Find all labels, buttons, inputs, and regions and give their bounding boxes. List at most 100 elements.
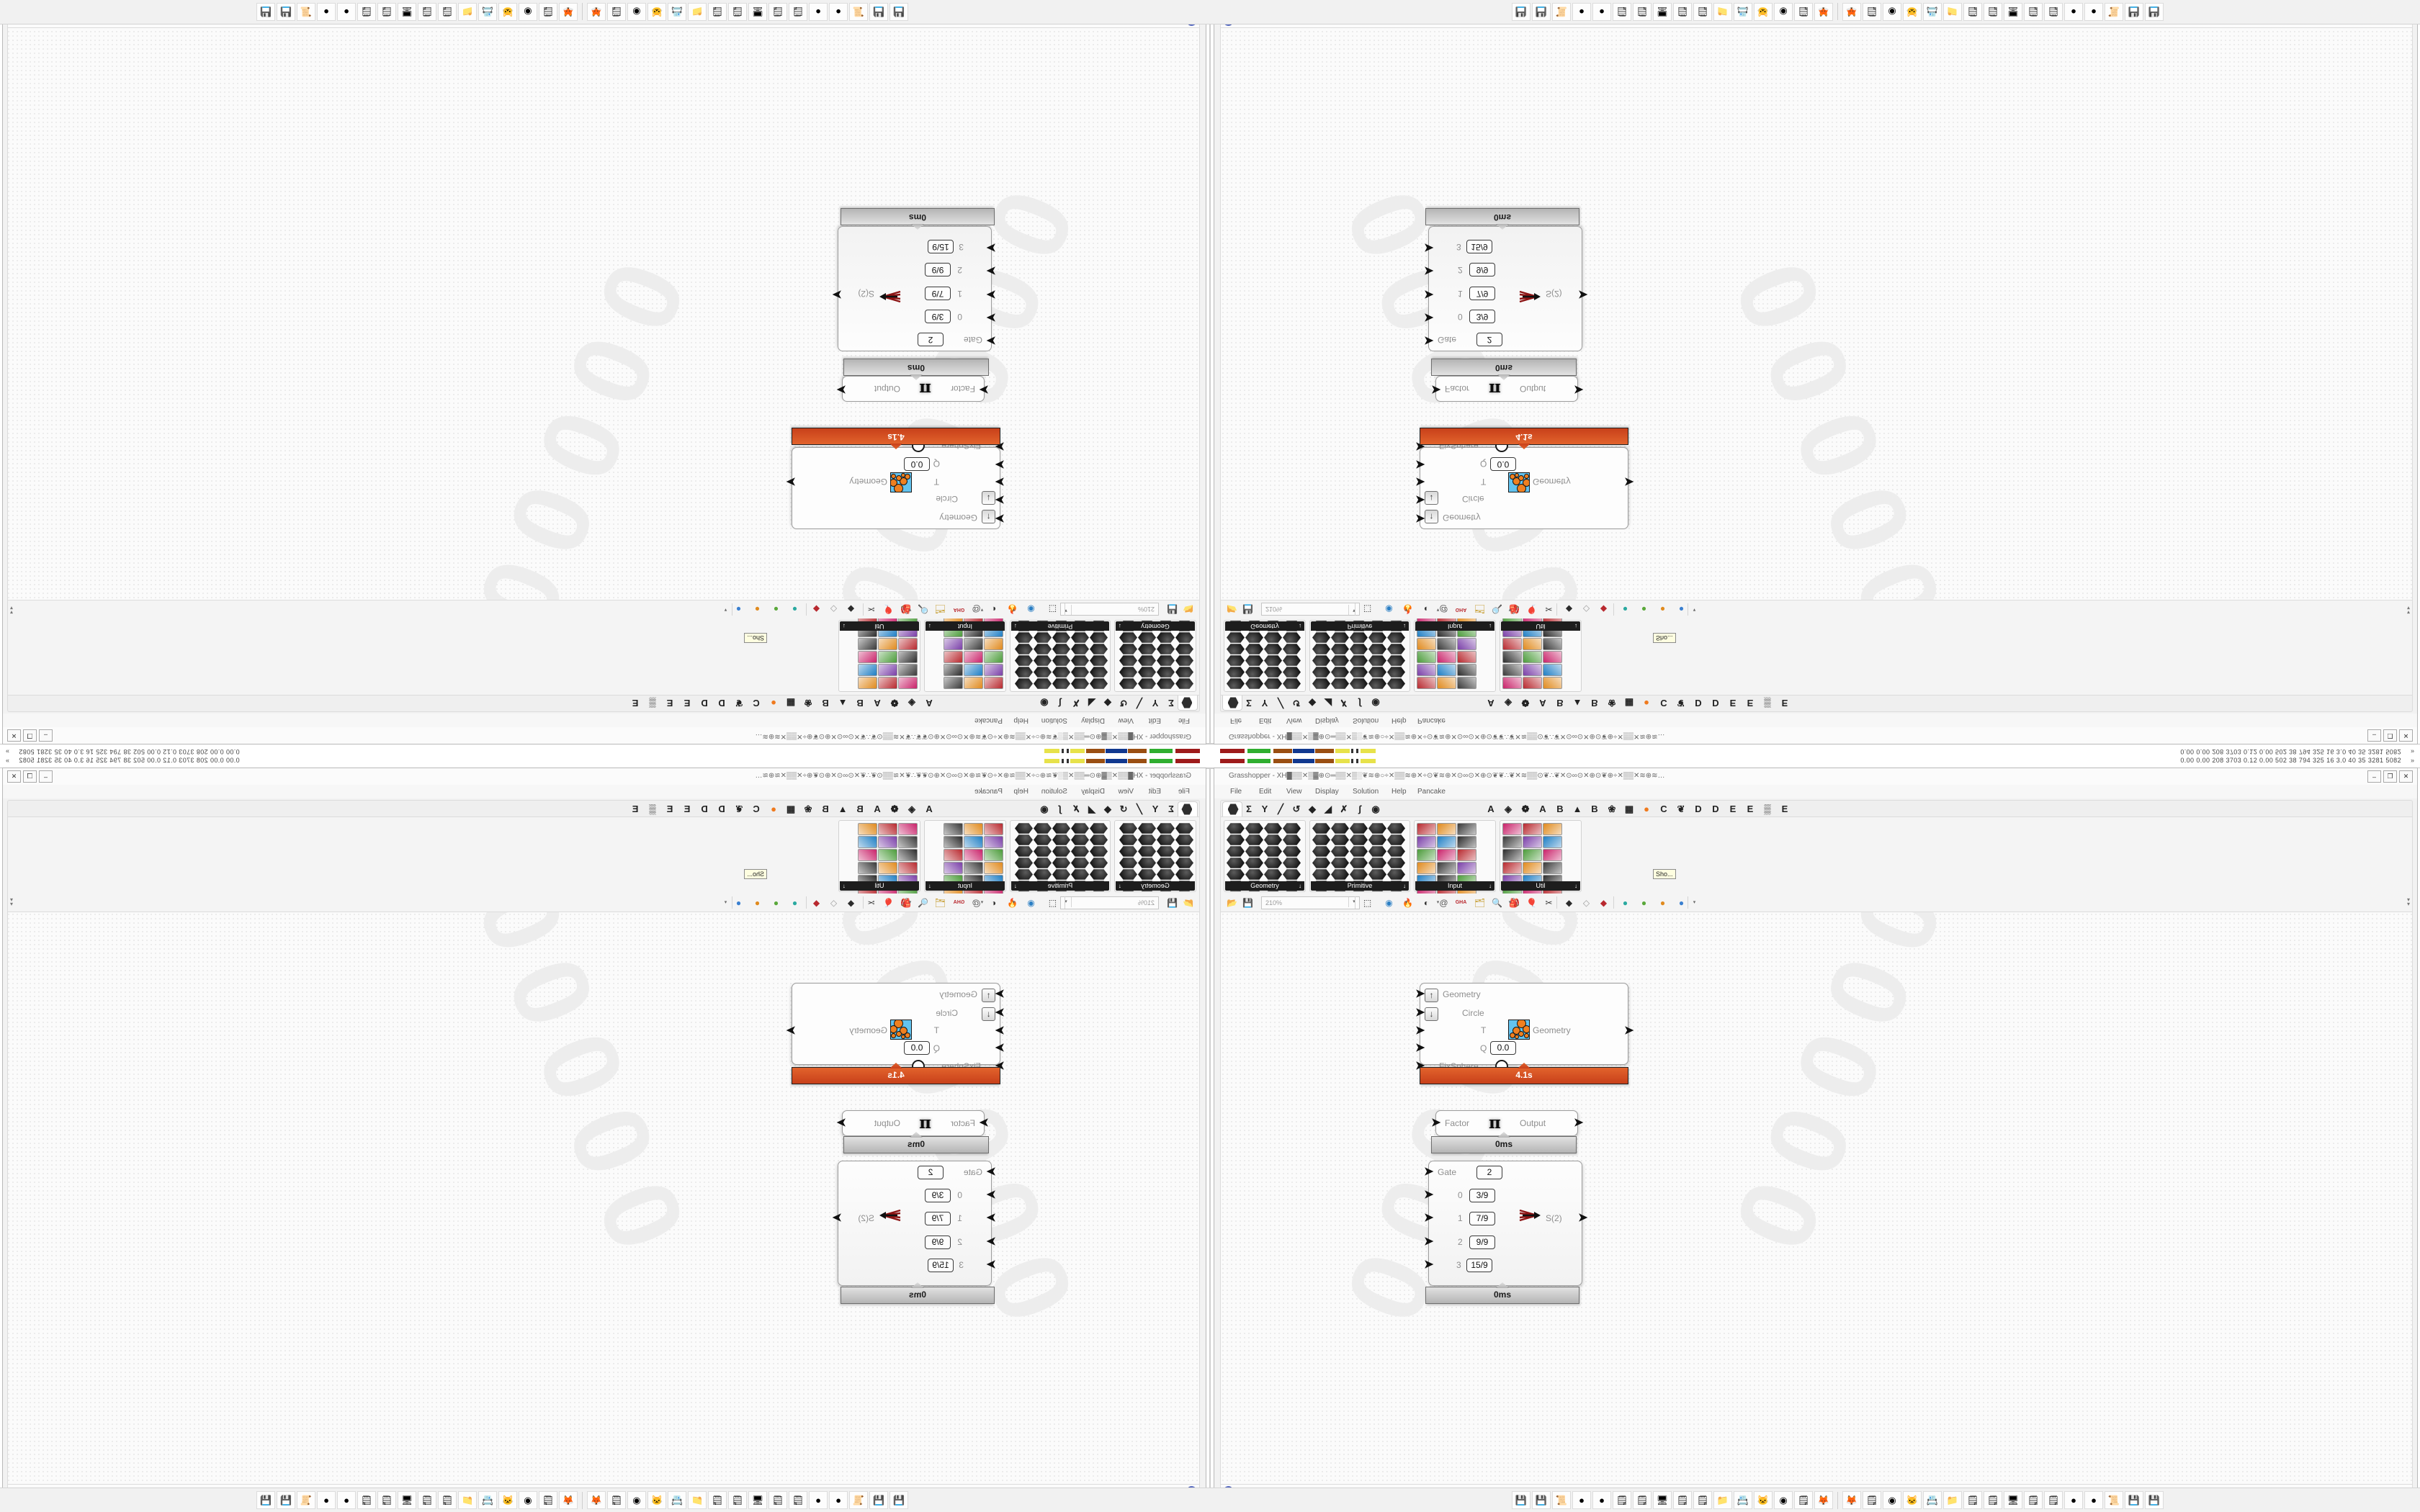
open-file-icon[interactable]: 📂 — [1183, 897, 1193, 908]
sequence-timer-capsule[interactable]: 0ms — [841, 1287, 995, 1304]
palette-icon[interactable] — [1090, 667, 1108, 678]
palette-icon[interactable] — [1543, 677, 1562, 689]
zoom-dropdown-icon[interactable]: ▾ — [1348, 897, 1359, 907]
input-grip-1[interactable]: ➤ — [995, 493, 1005, 505]
ribbon-tab-1[interactable]: Σ — [1168, 804, 1174, 814]
document-icon[interactable]: 🗂 — [1474, 897, 1486, 908]
menu-item-view[interactable]: View — [1118, 788, 1134, 796]
node-pi[interactable]: Factor π Output ➤ ➤ — [1431, 376, 1583, 402]
palette-icon[interactable] — [1312, 834, 1330, 845]
taskbar-item-save-64[interactable]: 💾 — [1532, 3, 1551, 21]
palette-icon[interactable] — [1437, 664, 1456, 676]
taskbar-item-contact-card[interactable]: 📇 — [668, 1491, 686, 1509]
grasshopper-title-bar[interactable]: Grasshopper - XH█▒▒✕▒▓⊕⊙═▒▒✕▒░❦≋⊕○÷✕▒▒≋⊕… — [3, 726, 1206, 744]
pancake-green-icon[interactable]: ● — [1641, 897, 1647, 908]
zoom-dropdown-icon[interactable]: ▾ — [1348, 605, 1359, 615]
pi-output-grip[interactable]: ➤ — [1574, 1117, 1584, 1129]
taskbar-item-firefox[interactable]: 🦊 — [1814, 1491, 1833, 1509]
pi-input-grip[interactable]: ➤ — [1431, 383, 1441, 395]
preview-flame-icon[interactable]: 🔥 — [1402, 897, 1413, 908]
palette-icon[interactable] — [1331, 869, 1349, 880]
palette-icon[interactable] — [1119, 644, 1137, 654]
scissors-wires-icon[interactable]: ✂ — [1545, 604, 1553, 615]
ribbon-tab-26[interactable]: ▒ — [1764, 698, 1771, 708]
taskbar-item-save-green[interactable]: 💾 — [2145, 1491, 2164, 1509]
taskbar-item-notepad-4[interactable]: 🗒 — [1613, 1491, 1631, 1509]
palette-icon[interactable] — [1312, 823, 1330, 834]
row-value-gate[interactable]: 2 — [918, 1166, 944, 1179]
pancake-blue-icon[interactable]: ● — [1678, 897, 1685, 908]
row-value-3[interactable]: 15/9 — [928, 1259, 954, 1272]
palette-icon[interactable] — [1034, 655, 1052, 666]
taskbar-item-cat-app[interactable]: 🐱 — [1903, 3, 1922, 21]
palette-icon[interactable] — [1417, 638, 1436, 650]
palette-icon[interactable] — [984, 823, 1003, 835]
ribbon-tab-24[interactable]: E — [1729, 698, 1736, 708]
palette-icon[interactable] — [1331, 644, 1349, 654]
gh-canvas[interactable]: 00000000 00000000 ↑ ↓ Geometry Circle T … — [7, 912, 1200, 1487]
palette-icon[interactable] — [944, 638, 963, 650]
palette-icon[interactable] — [1245, 678, 1263, 689]
seq-grip-0[interactable]: ➤ — [1424, 1189, 1434, 1201]
taskbar-item-display-settings[interactable]: 🖥 — [398, 3, 416, 21]
palette-icon[interactable] — [1264, 655, 1282, 666]
open-file-icon[interactable]: 📂 — [1227, 897, 1237, 908]
palette-icon[interactable] — [1523, 823, 1542, 835]
taskbar-item-notepad-3[interactable]: 🗒 — [2024, 3, 2043, 21]
input-grip-3[interactable]: ➤ — [995, 1042, 1005, 1054]
canvas-toolbar[interactable]: 210% ▾ ▾ ▾ 📂 💾 ⬚ ◉ 🔥 ◐ @ GHA 🗂 🔍 🎒 🎈 ✂ ◆ ◇ ◆ ● ● ● ● ▾ ▾ ▾ ▾ — [7, 894, 1200, 912]
taskbar-item-notepad-3[interactable]: 🗒 — [1633, 3, 1652, 21]
minimize-button[interactable]: – — [39, 770, 53, 783]
preview-dropdown-icon[interactable]: ▾ — [980, 900, 984, 905]
taskbar-item-calculator[interactable]: 🗒 — [1863, 3, 1881, 21]
output-grip[interactable]: ➤ — [786, 1025, 796, 1037]
palette-icon[interactable] — [1227, 667, 1245, 678]
ribbon-tab-22[interactable]: D — [1695, 698, 1702, 708]
ribbon-tab-strip[interactable]: Σ Υ ╱ ↺ ◆ ◢ ✗ ʃ ◉ A ◈ ❁ A B ▲ B ❀ ▦ ● C ❦ D D E E ▒ E — [7, 694, 1200, 712]
palette-icon[interactable] — [1157, 858, 1175, 868]
node-fancake[interactable]: ↑ ↓ Geometry Circle T Q 0.0 FixSphere — [1415, 439, 1634, 529]
palette-icon[interactable] — [1283, 655, 1301, 666]
palette-icon[interactable] — [1331, 655, 1349, 666]
taskbar-item-script-editor[interactable]: 📜 — [2105, 1491, 2123, 1509]
palette-icon[interactable] — [984, 651, 1003, 663]
menu-item-display[interactable]: Display — [1081, 788, 1105, 796]
palette-icon[interactable] — [858, 862, 877, 874]
palette-icon[interactable] — [1015, 632, 1033, 643]
ribbon-tab-4[interactable]: ↺ — [1292, 698, 1301, 708]
palette-icon[interactable] — [1502, 823, 1522, 835]
ribbon-tab-3[interactable]: ╱ — [1278, 698, 1283, 708]
palette-icon[interactable] — [1264, 869, 1282, 880]
toolbar-overflow-icon[interactable]: ▾ ▾ — [2406, 896, 2410, 907]
ribbon-tab-17[interactable]: ❀ — [1608, 698, 1616, 708]
component-palette[interactable]: Sho... Geometry ↓ Primitive ↓ Input ↓ Util ↓ — [7, 816, 1200, 926]
ribbon-tab-3[interactable]: ╱ — [1137, 698, 1142, 708]
palette-icon[interactable] — [1090, 655, 1108, 666]
ribbon-tab-16[interactable]: B — [1591, 804, 1598, 814]
palette-icon[interactable] — [1368, 632, 1386, 643]
seq-grip-1[interactable]: ➤ — [1424, 1212, 1434, 1224]
palette-expand-icon[interactable]: ↓ — [1299, 883, 1301, 889]
palette-icon[interactable] — [1437, 862, 1456, 874]
canvas-toolbar[interactable]: 210% ▾ ▾ ▾ 📂 💾 ⬚ ◉ 🔥 ◐ @ GHA 🗂 🔍 🎒 🎈 ✂ ◆ ◇ ◆ ● ● ● ● ▾ ▾ ▾ ▾ — [1220, 600, 2413, 618]
ribbon-tab-18[interactable]: ▦ — [1624, 804, 1634, 814]
taskbar-item-folder[interactable]: 📁 — [1713, 3, 1732, 21]
preview-red-icon[interactable]: ◆ — [1600, 604, 1608, 615]
preview-shaded-icon[interactable]: ◆ — [1565, 897, 1573, 908]
palette-icon[interactable] — [1387, 858, 1405, 868]
menu-item-pancake[interactable]: Pancake — [974, 716, 1003, 724]
row-value-1[interactable]: 7/9 — [1469, 287, 1495, 300]
flame-dropdown-icon[interactable]: ▾ — [1508, 607, 1512, 612]
taskbar-item-cat-app[interactable]: 🐱 — [1754, 1491, 1773, 1509]
ribbon-tab-23[interactable]: D — [701, 698, 708, 708]
palette-expand-icon[interactable]: ↓ — [928, 623, 931, 629]
taskbar-item-notepad-3[interactable]: 🗒 — [1633, 1491, 1652, 1509]
ribbon-tab-25[interactable]: E — [666, 698, 673, 708]
palette-icon[interactable] — [1175, 667, 1193, 678]
palette-icon[interactable] — [1368, 858, 1386, 868]
palette-icon[interactable] — [1331, 858, 1349, 868]
grasshopper-title-bar[interactable]: Grasshopper - XH█▒▒✕▒▓⊕⊙═▒▒✕▒░❦≋⊕○÷✕▒▒≋⊕… — [1214, 726, 2417, 744]
ribbon-tab-14[interactable]: B — [856, 698, 864, 708]
taskbar-item-display-settings[interactable]: 🖥 — [748, 1491, 767, 1509]
taskbar-item-calculator[interactable]: 🗒 — [1863, 1491, 1881, 1509]
